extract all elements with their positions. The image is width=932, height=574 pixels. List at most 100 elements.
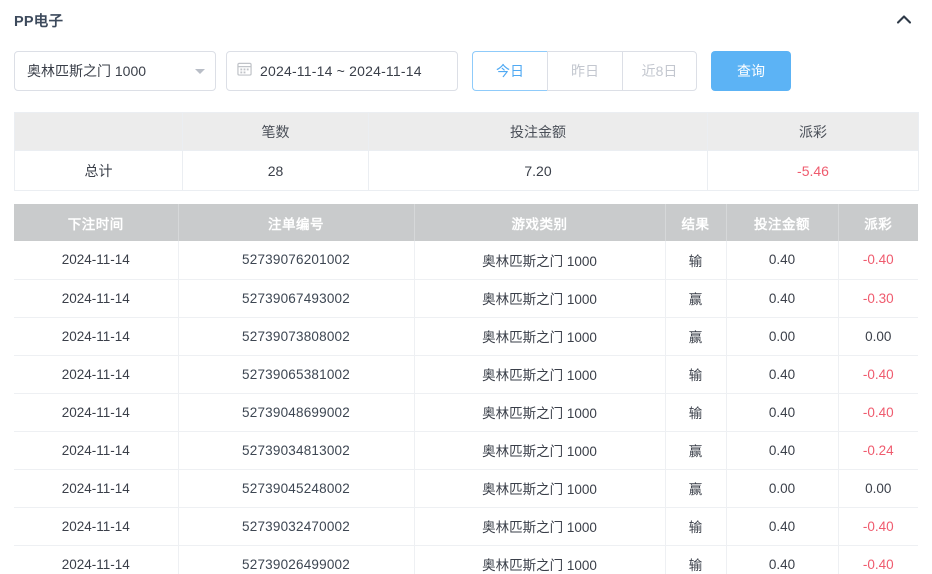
detail-cell-game: 奥林匹斯之门 1000 bbox=[414, 507, 666, 546]
detail-col-game: 游戏类别 bbox=[414, 204, 666, 241]
game-select[interactable]: 奥林匹斯之门 1000 bbox=[14, 51, 216, 91]
table-row[interactable]: 2024-11-14 52739073808002 奥林匹斯之门 1000 赢 0.00… bbox=[14, 317, 918, 356]
chevron-up-icon bbox=[893, 9, 915, 31]
detail-cell-payout: -0.40 bbox=[838, 545, 918, 574]
detail-table: 下注时间 注单编号 游戏类别 结果 投注金额 派彩 2024-11-14 5273… bbox=[14, 204, 918, 574]
table-row[interactable]: 2024-11-14 52739034813002 奥林匹斯之门 1000 赢 0.40… bbox=[14, 431, 918, 470]
detail-cell-result: 输 bbox=[665, 545, 727, 574]
detail-cell-time: 2024-11-14 bbox=[14, 241, 179, 280]
panel-header: PP电子 bbox=[0, 0, 932, 40]
detail-cell-result: 赢 bbox=[665, 317, 727, 356]
detail-cell-game: 奥林匹斯之门 1000 bbox=[414, 279, 666, 318]
summary-col-bet-amount: 投注金额 bbox=[368, 112, 708, 151]
table-row[interactable]: 2024-11-14 52739065381002 奥林匹斯之门 1000 输 0.40… bbox=[14, 355, 918, 394]
game-select-value: 奥林匹斯之门 1000 bbox=[27, 63, 147, 79]
detail-cell-game: 奥林匹斯之门 1000 bbox=[414, 317, 666, 356]
detail-col-result: 结果 bbox=[665, 204, 727, 241]
detail-cell-payout: -0.30 bbox=[838, 279, 918, 318]
detail-cell-result: 赢 bbox=[665, 279, 727, 318]
summary-col-count: 笔数 bbox=[182, 112, 369, 151]
quick-range-last8days[interactable]: 近8日 bbox=[622, 51, 697, 91]
filter-bar: 奥林匹斯之门 1000 2024-11-14 ~ 2024-11-14 今日 昨… bbox=[14, 48, 918, 94]
detail-cell-bet: 0.40 bbox=[726, 393, 839, 432]
table-row[interactable]: 2024-11-14 52739048699002 奥林匹斯之门 1000 输 0.40… bbox=[14, 393, 918, 432]
detail-cell-payout: -0.24 bbox=[838, 431, 918, 470]
detail-cell-order-id: 52739032470002 bbox=[178, 507, 415, 546]
detail-col-order-id: 注单编号 bbox=[178, 204, 415, 241]
detail-cell-result: 输 bbox=[665, 393, 727, 432]
chevron-down-icon bbox=[195, 68, 205, 74]
detail-col-bet: 投注金额 bbox=[726, 204, 839, 241]
detail-cell-game: 奥林匹斯之门 1000 bbox=[414, 469, 666, 508]
detail-cell-order-id: 52739034813002 bbox=[178, 431, 415, 470]
detail-cell-payout: -0.40 bbox=[838, 507, 918, 546]
detail-cell-game: 奥林匹斯之门 1000 bbox=[414, 393, 666, 432]
summary-col-blank bbox=[14, 112, 183, 151]
quick-range-group: 今日 昨日 近8日 bbox=[472, 51, 697, 91]
collapse-panel-button[interactable] bbox=[890, 6, 918, 34]
detail-cell-result: 赢 bbox=[665, 431, 727, 470]
detail-col-time: 下注时间 bbox=[14, 204, 179, 241]
detail-cell-bet: 0.40 bbox=[726, 279, 839, 318]
table-row[interactable]: 2024-11-14 52739067493002 奥林匹斯之门 1000 赢 0.40… bbox=[14, 279, 918, 318]
detail-cell-game: 奥林匹斯之门 1000 bbox=[414, 355, 666, 394]
detail-cell-result: 输 bbox=[665, 355, 727, 394]
summary-total-label: 总计 bbox=[14, 150, 183, 191]
detail-cell-result: 输 bbox=[665, 507, 727, 546]
detail-cell-time: 2024-11-14 bbox=[14, 431, 179, 470]
detail-cell-order-id: 52739048699002 bbox=[178, 393, 415, 432]
detail-cell-time: 2024-11-14 bbox=[14, 469, 179, 508]
query-button[interactable]: 查询 bbox=[711, 51, 791, 91]
summary-total-payout: -5.46 bbox=[707, 150, 919, 191]
page-title: PP电子 bbox=[14, 13, 64, 30]
detail-cell-result: 输 bbox=[665, 241, 727, 280]
table-row[interactable]: 2024-11-14 52739076201002 奥林匹斯之门 1000 输 0.40… bbox=[14, 241, 918, 280]
summary-total-count: 28 bbox=[182, 150, 369, 191]
detail-header-row: 下注时间 注单编号 游戏类别 结果 投注金额 派彩 bbox=[14, 204, 918, 241]
table-row[interactable]: 2024-11-14 52739026499002 奥林匹斯之门 1000 输 0.40… bbox=[14, 545, 918, 574]
table-row[interactable]: 2024-11-14 52739045248002 奥林匹斯之门 1000 赢 0.00… bbox=[14, 469, 918, 508]
summary-total-row: 总计 28 7.20 -5.46 bbox=[14, 150, 919, 191]
detail-cell-game: 奥林匹斯之门 1000 bbox=[414, 431, 666, 470]
quick-range-yesterday[interactable]: 昨日 bbox=[547, 51, 622, 91]
detail-cell-bet: 0.40 bbox=[726, 507, 839, 546]
detail-cell-time: 2024-11-14 bbox=[14, 317, 179, 356]
detail-cell-order-id: 52739067493002 bbox=[178, 279, 415, 318]
summary-table: 笔数 投注金额 派彩 总计 28 7.20 -5.46 bbox=[14, 112, 919, 191]
date-range-picker[interactable]: 2024-11-14 ~ 2024-11-14 bbox=[226, 51, 458, 91]
detail-table-scroll[interactable]: 下注时间 注单编号 游戏类别 结果 投注金额 派彩 2024-11-14 5273… bbox=[14, 204, 918, 574]
detail-col-payout: 派彩 bbox=[838, 204, 918, 241]
detail-cell-order-id: 52739073808002 bbox=[178, 317, 415, 356]
detail-cell-payout: 0.00 bbox=[838, 469, 918, 508]
detail-cell-time: 2024-11-14 bbox=[14, 279, 179, 318]
detail-cell-time: 2024-11-14 bbox=[14, 507, 179, 546]
detail-cell-order-id: 52739065381002 bbox=[178, 355, 415, 394]
date-range-value: 2024-11-14 ~ 2024-11-14 bbox=[260, 63, 422, 79]
detail-cell-bet: 0.00 bbox=[726, 469, 839, 508]
quick-range-today[interactable]: 今日 bbox=[472, 51, 547, 91]
detail-cell-time: 2024-11-14 bbox=[14, 355, 179, 394]
calendar-icon bbox=[237, 61, 252, 81]
detail-cell-time: 2024-11-14 bbox=[14, 545, 179, 574]
detail-cell-bet: 0.40 bbox=[726, 431, 839, 470]
detail-cell-payout: -0.40 bbox=[838, 393, 918, 432]
detail-cell-order-id: 52739026499002 bbox=[178, 545, 415, 574]
detail-cell-payout: -0.40 bbox=[838, 355, 918, 394]
detail-cell-bet: 0.00 bbox=[726, 317, 839, 356]
detail-cell-bet: 0.40 bbox=[726, 355, 839, 394]
summary-total-bet-amount: 7.20 bbox=[368, 150, 708, 191]
detail-cell-bet: 0.40 bbox=[726, 545, 839, 574]
detail-cell-order-id: 52739045248002 bbox=[178, 469, 415, 508]
summary-header-row: 笔数 投注金额 派彩 bbox=[14, 112, 919, 151]
detail-cell-game: 奥林匹斯之门 1000 bbox=[414, 545, 666, 574]
table-row[interactable]: 2024-11-14 52739032470002 奥林匹斯之门 1000 输 0.40… bbox=[14, 507, 918, 546]
detail-cell-game: 奥林匹斯之门 1000 bbox=[414, 241, 666, 280]
detail-table-body: 2024-11-14 52739076201002 奥林匹斯之门 1000 输 0.40… bbox=[14, 241, 918, 574]
detail-cell-payout: -0.40 bbox=[838, 241, 918, 280]
detail-cell-bet: 0.40 bbox=[726, 241, 839, 280]
summary-col-payout: 派彩 bbox=[707, 112, 919, 151]
detail-cell-time: 2024-11-14 bbox=[14, 393, 179, 432]
detail-cell-payout: 0.00 bbox=[838, 317, 918, 356]
detail-cell-result: 赢 bbox=[665, 469, 727, 508]
